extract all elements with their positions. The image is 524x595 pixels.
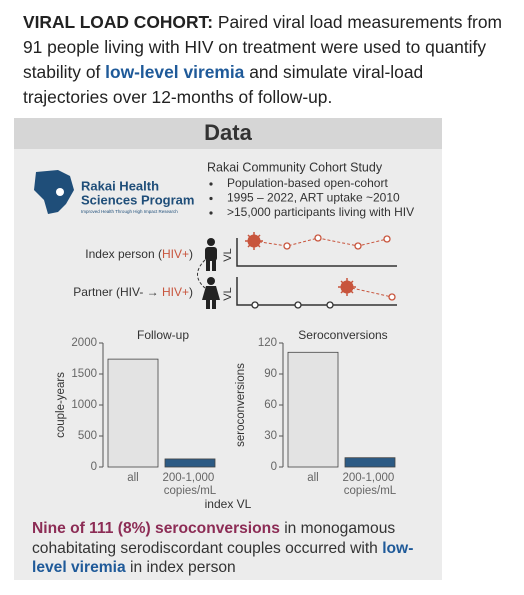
bullet-text: >15,000 participants living with HIV	[227, 205, 414, 219]
label-part: Index person (	[85, 247, 162, 261]
point	[388, 293, 396, 301]
x-tick-label: all	[127, 472, 139, 484]
y-tick-label: 1500	[71, 368, 97, 380]
status: HIV+	[162, 285, 189, 299]
virus	[338, 278, 356, 296]
status: HIV+	[162, 247, 189, 261]
person-icon	[205, 238, 217, 271]
y-tick-label: 1000	[71, 399, 97, 411]
highlight: low-level viremia	[105, 62, 245, 82]
bar	[107, 358, 159, 468]
x-tick-label: all	[307, 472, 319, 484]
text: and simulate viral-load trajectories ove…	[23, 62, 424, 107]
bar	[344, 457, 396, 468]
x-tick-label: 200-1,000 copies/mL	[163, 472, 218, 497]
virus	[245, 232, 263, 250]
panel	[14, 118, 442, 580]
text: Paired viral load measurements from 91 p…	[23, 12, 503, 82]
label-part: Partner (HIV- →	[73, 285, 162, 299]
bullet	[209, 211, 213, 215]
study-title: Rakai Community Cohort Study	[207, 160, 383, 174]
y-axis-label: couple-years	[55, 372, 67, 438]
y-tick-label: 60	[264, 399, 277, 411]
bullet	[209, 196, 213, 201]
axis-label: VL	[222, 248, 234, 261]
axis	[236, 277, 397, 306]
bullet-text: Population-based open-cohort	[227, 176, 388, 190]
y-tick-label: 0	[91, 461, 97, 473]
y-tick-label: 90	[264, 368, 277, 380]
axis	[236, 238, 397, 267]
y-tick-label: 0	[271, 461, 277, 473]
highlight: low-level viremia	[32, 539, 414, 577]
axis-label: VL	[222, 287, 234, 300]
y-tick-label: 500	[78, 430, 97, 442]
logo-text: Sciences Program	[81, 192, 194, 207]
points	[283, 234, 391, 250]
logo-text: Rakai Health	[81, 178, 159, 193]
logo-tagline: Improved Health Through High Impact Rese…	[81, 209, 178, 214]
chart-title: Seroconversions	[298, 328, 387, 342]
y-tick-label: 30	[264, 430, 277, 442]
lead: VIRAL LOAD COHORT:	[23, 12, 214, 32]
link	[197, 259, 206, 289]
label-part: )	[189, 247, 193, 261]
panel-header	[14, 118, 442, 149]
text: in index person	[125, 559, 236, 576]
logo-dot	[56, 188, 64, 196]
highlight: Nine of 111 (8%) seroconversions	[32, 520, 280, 537]
bullet-text: 1995 – 2022, ART uptake ~2010	[227, 191, 400, 205]
person-icon	[202, 277, 220, 309]
y-tick-label: 120	[258, 337, 277, 349]
points	[251, 301, 334, 309]
bar	[287, 351, 339, 468]
conclusion: Nine of 111 (8%) seroconversions in mono…	[32, 519, 432, 578]
panel-title: Data	[204, 120, 252, 145]
bar	[164, 458, 216, 468]
x-axis-label: index VL	[205, 497, 252, 511]
partner-label: Partner (HIV- → HIV+)	[73, 285, 193, 299]
bullet	[209, 182, 213, 186]
logo-shape	[34, 170, 74, 214]
text: in monogamous cohabitating serodiscordan…	[32, 520, 396, 557]
trajectory	[346, 286, 393, 298]
y-axis-label: seroconversions	[235, 363, 247, 447]
y-tick-label: 2000	[71, 337, 97, 349]
intro: VIRAL LOAD COHORT: Paired viral load mea…	[23, 10, 503, 110]
label-part: )	[189, 285, 193, 299]
index-label: Index person (HIV+)	[85, 247, 193, 261]
chart-title: Follow-up	[137, 328, 189, 342]
x-tick-label: 200-1,000 copies/mL	[343, 472, 398, 497]
